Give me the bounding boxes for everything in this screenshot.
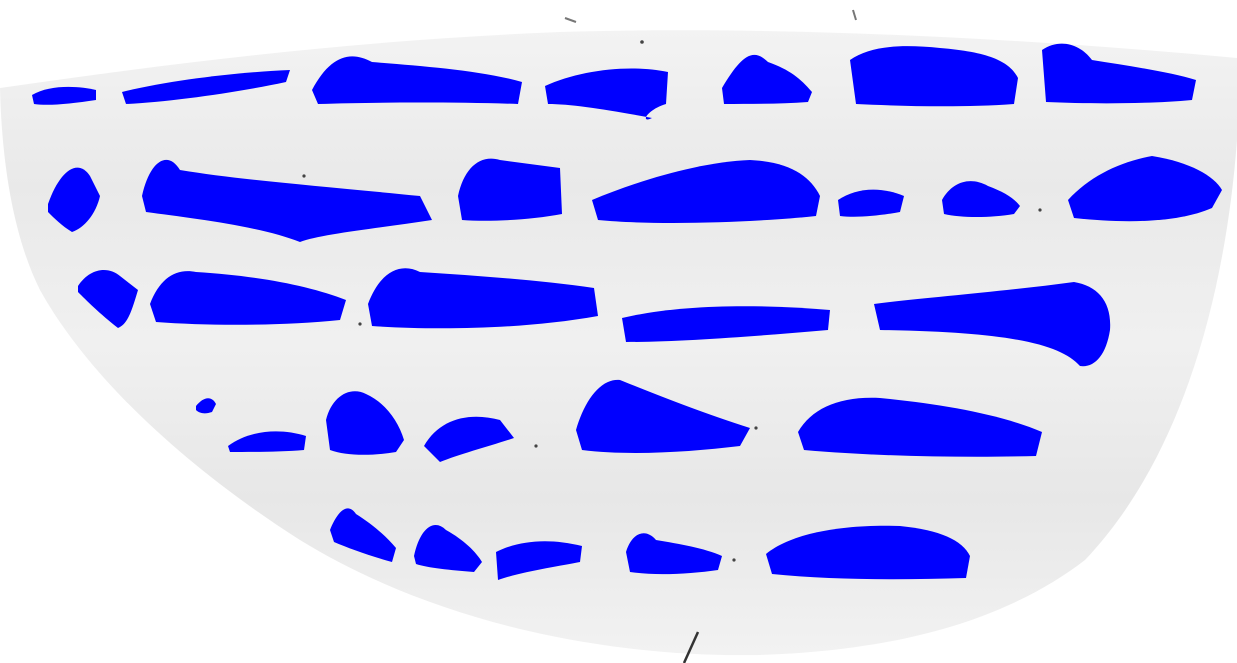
ink-dot: [358, 322, 361, 325]
ink-dot: [302, 174, 305, 177]
ink-dot: [640, 40, 644, 44]
ink-dot: [1038, 208, 1041, 211]
ink-dot: [534, 444, 537, 447]
page-mark: [565, 18, 576, 22]
redacted-word: [458, 159, 562, 221]
page-mark: [853, 10, 856, 20]
ink-dot: [732, 558, 735, 561]
ink-dot: [754, 426, 757, 429]
